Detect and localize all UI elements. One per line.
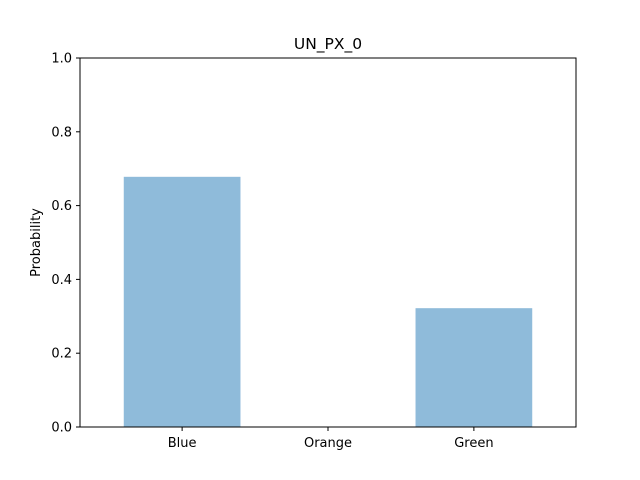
- x-axis: Blue Orange Green: [168, 427, 494, 451]
- x-tick-label-orange: Orange: [304, 436, 352, 451]
- y-tick-label: 0.0: [51, 421, 72, 436]
- bars-group: [123, 176, 533, 427]
- y-tick-label: 0.6: [51, 199, 72, 214]
- x-tick-label-blue: Blue: [168, 436, 197, 451]
- y-tick-label: 0.4: [51, 273, 72, 288]
- x-tick-label-green: Green: [454, 436, 493, 451]
- y-tick-label: 0.2: [51, 347, 72, 362]
- y-axis-label: Probability: [29, 208, 44, 277]
- chart-title: UN_PX_0: [294, 35, 362, 54]
- y-tick-label: 0.8: [51, 125, 72, 140]
- y-axis: 0.0 0.2 0.4 0.6 0.8 1.0: [51, 52, 80, 436]
- bar-green: [415, 308, 533, 427]
- y-tick-label: 1.0: [51, 52, 72, 67]
- bar-blue: [123, 176, 241, 427]
